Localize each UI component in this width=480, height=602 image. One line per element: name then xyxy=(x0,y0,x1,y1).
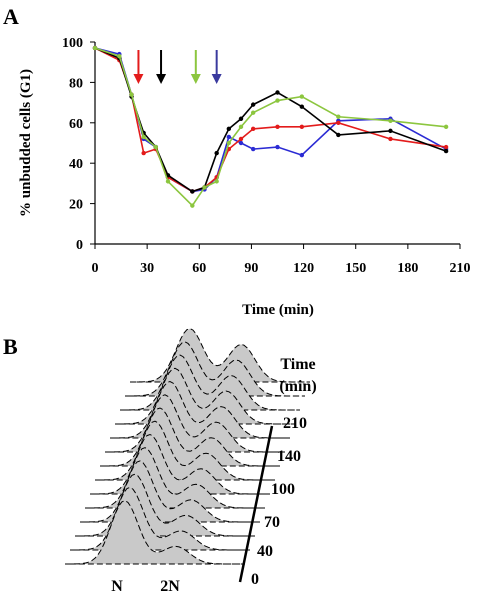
event-arrow-head xyxy=(156,74,167,84)
x-tick-label: 180 xyxy=(397,261,418,276)
series-point xyxy=(443,148,449,154)
histogram-trace xyxy=(65,500,245,565)
series-point xyxy=(202,185,207,190)
series-point xyxy=(250,126,256,132)
series-point xyxy=(226,140,232,146)
time-label-100: 100 xyxy=(271,481,295,498)
y-tick-label: 40 xyxy=(69,157,83,172)
series-point xyxy=(226,134,232,140)
tick-group: 0 20 40 60 80 100 0 30 60 90 120 150 180 210 xyxy=(62,36,471,276)
time-label-210: 210 xyxy=(283,415,307,432)
y-tick-label: 0 xyxy=(76,238,83,253)
dna-label-2n: 2N xyxy=(160,578,180,595)
series-point xyxy=(275,124,280,130)
x-tick-label: 150 xyxy=(345,261,366,276)
series-point xyxy=(153,144,159,150)
series-point xyxy=(238,116,244,121)
x-tick-label: 120 xyxy=(293,261,314,276)
series-point xyxy=(336,120,341,126)
series-group xyxy=(92,45,449,208)
series-point xyxy=(299,152,305,158)
series-point xyxy=(275,90,280,95)
time-label-0: 0 xyxy=(251,571,259,588)
series-point xyxy=(141,134,146,140)
time-axis-unit: (min) xyxy=(279,378,316,395)
y-tick-label: 60 xyxy=(69,117,83,132)
dna-label-n: N xyxy=(111,578,123,595)
event-arrow-head xyxy=(211,74,222,84)
x-tick-label: 0 xyxy=(92,261,99,276)
x-tick-label: 210 xyxy=(450,261,471,276)
series-point xyxy=(275,98,280,103)
x-tick-label: 30 xyxy=(140,261,154,276)
panel-a-letter: A xyxy=(3,4,19,29)
series-point xyxy=(250,146,256,152)
series-point xyxy=(129,92,134,97)
y-tick-label: 20 xyxy=(69,198,83,213)
series-point xyxy=(250,102,256,107)
series-point xyxy=(388,136,393,142)
x-tick-label: 90 xyxy=(244,261,258,276)
arrow-group xyxy=(133,50,222,84)
axes xyxy=(94,42,460,245)
series-point xyxy=(299,124,305,130)
series-point xyxy=(299,104,305,109)
time-label-140: 140 xyxy=(277,448,301,465)
series-line xyxy=(94,47,447,193)
series-point xyxy=(443,144,449,150)
event-arrow-head xyxy=(133,74,144,84)
time-label-40: 40 xyxy=(257,543,273,560)
series-point xyxy=(238,136,244,142)
series-point xyxy=(250,110,256,115)
series-point xyxy=(388,118,393,123)
series-point xyxy=(275,144,280,150)
series-point xyxy=(165,179,171,184)
series-point xyxy=(190,203,195,208)
series-point xyxy=(214,179,219,184)
series-point xyxy=(141,150,146,156)
panel-b-letter: B xyxy=(3,334,18,359)
x-tick-label: 60 xyxy=(192,261,206,276)
series-point xyxy=(336,114,341,119)
series-point xyxy=(238,124,244,130)
series-point xyxy=(299,94,305,99)
event-arrow-head xyxy=(190,74,201,84)
time-label-70: 70 xyxy=(264,514,280,531)
time-axis-title: Time xyxy=(280,356,315,373)
series-point xyxy=(214,150,219,156)
series-point xyxy=(226,126,232,132)
x-axis-title: Time (min) xyxy=(242,302,314,318)
series-point xyxy=(238,140,244,146)
panel-b: B Time (min) 210 140 100 70 40 0 N 2N xyxy=(3,328,317,595)
panel-a: A 0 20 40 60 80 100 0 30 60 90 120 150 180 210 Time (… xyxy=(3,4,471,318)
series-point xyxy=(92,45,98,51)
y-tick-label: 100 xyxy=(62,36,83,51)
series-point xyxy=(388,128,393,134)
y-tick-label: 80 xyxy=(69,76,83,91)
series-point xyxy=(443,124,449,130)
histogram-stack xyxy=(65,328,310,565)
series-point xyxy=(117,53,122,59)
series-point xyxy=(336,132,341,138)
time-axis-line xyxy=(238,425,274,583)
y-axis-title: % unbudded cells (G1) xyxy=(18,69,34,217)
series-point xyxy=(190,189,195,194)
